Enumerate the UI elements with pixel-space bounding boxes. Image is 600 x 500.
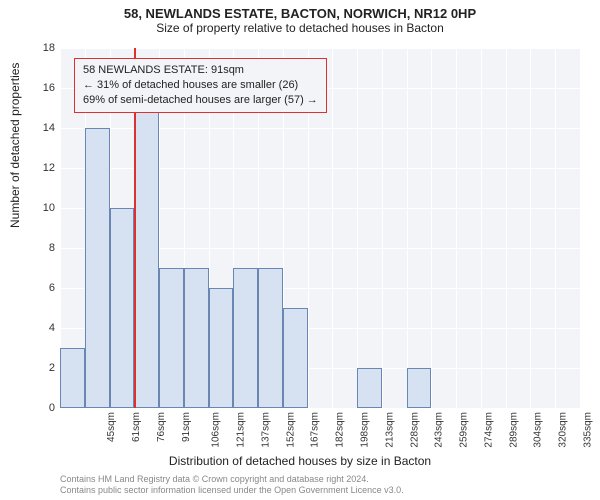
ytick-label: 2: [25, 362, 55, 374]
ytick-label: 0: [25, 402, 55, 414]
bar: [233, 268, 258, 408]
annotation-line: ← 31% of detached houses are smaller (26…: [83, 78, 318, 93]
bar: [258, 268, 283, 408]
gridline-v: [456, 48, 457, 408]
ytick-label: 14: [25, 122, 55, 134]
gridline-v: [481, 48, 482, 408]
xtick-label: 106sqm: [211, 412, 222, 448]
xtick-label: 45sqm: [106, 412, 117, 442]
gridline-v: [407, 48, 408, 408]
bar: [134, 108, 159, 408]
xtick-label: 213sqm: [384, 412, 395, 448]
xtick-label: 243sqm: [434, 412, 445, 448]
bar: [184, 268, 209, 408]
bar: [159, 268, 184, 408]
y-axis-label: Number of detached properties: [8, 63, 22, 228]
xtick-label: 167sqm: [310, 412, 321, 448]
ytick-label: 16: [25, 82, 55, 94]
bar: [357, 368, 382, 408]
xtick-label: 335sqm: [582, 412, 593, 448]
bar: [85, 128, 110, 408]
gridline-v: [357, 48, 358, 408]
gridline-v: [332, 48, 333, 408]
ytick-label: 10: [25, 202, 55, 214]
gridline-v: [555, 48, 556, 408]
xtick-label: 182sqm: [335, 412, 346, 448]
credits: Contains HM Land Registry data © Crown c…: [60, 474, 404, 496]
annotation-box: 58 NEWLANDS ESTATE: 91sqm ← 31% of detac…: [74, 58, 327, 113]
gridline-v: [530, 48, 531, 408]
gridline-h: [60, 408, 580, 409]
xtick-label: 76sqm: [156, 412, 167, 442]
chart-subtitle: Size of property relative to detached ho…: [0, 21, 600, 39]
ytick-label: 6: [25, 282, 55, 294]
xtick-label: 228sqm: [409, 412, 420, 448]
bar: [283, 308, 308, 408]
ytick-label: 4: [25, 322, 55, 334]
xtick-label: 304sqm: [533, 412, 544, 448]
gridline-v: [506, 48, 507, 408]
credits-line: Contains public sector information licen…: [60, 485, 404, 496]
annotation-line: 69% of semi-detached houses are larger (…: [83, 93, 318, 108]
xtick-label: 289sqm: [508, 412, 519, 448]
bar: [60, 348, 85, 408]
chart-title: 58, NEWLANDS ESTATE, BACTON, NORWICH, NR…: [0, 0, 600, 21]
gridline-h: [60, 48, 580, 49]
xtick-label: 61sqm: [131, 412, 142, 442]
bar: [407, 368, 432, 408]
ytick-label: 8: [25, 242, 55, 254]
gridline-v: [431, 48, 432, 408]
annotation-line: 58 NEWLANDS ESTATE: 91sqm: [83, 63, 318, 78]
xtick-label: 320sqm: [558, 412, 569, 448]
xtick-label: 259sqm: [459, 412, 470, 448]
gridline-v: [382, 48, 383, 408]
x-axis-label: Distribution of detached houses by size …: [0, 454, 600, 468]
xtick-label: 152sqm: [285, 412, 296, 448]
xtick-label: 198sqm: [360, 412, 371, 448]
chart-container: 58, NEWLANDS ESTATE, BACTON, NORWICH, NR…: [0, 0, 600, 500]
xtick-label: 91sqm: [181, 412, 192, 442]
bar: [110, 208, 135, 408]
ytick-label: 12: [25, 162, 55, 174]
xtick-label: 274sqm: [483, 412, 494, 448]
bar: [209, 288, 234, 408]
credits-line: Contains HM Land Registry data © Crown c…: [60, 474, 404, 485]
ytick-label: 18: [25, 42, 55, 54]
xtick-label: 121sqm: [236, 412, 247, 448]
xtick-label: 137sqm: [261, 412, 272, 448]
